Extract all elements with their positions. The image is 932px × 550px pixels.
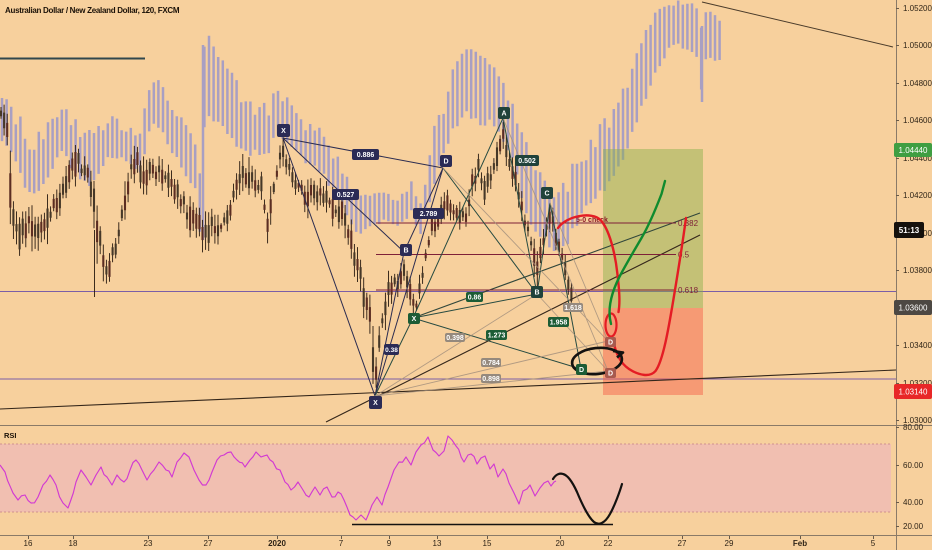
svg-text:1.03400: 1.03400 [903,341,932,350]
svg-text:1.04440: 1.04440 [899,146,928,155]
svg-text:51:13: 51:13 [899,226,920,235]
svg-text:0.38: 0.38 [385,347,398,354]
svg-text:0.398: 0.398 [446,335,464,342]
svg-text:0.784: 0.784 [482,360,500,367]
svg-text:1.03140: 1.03140 [899,387,928,396]
svg-text:1.04800: 1.04800 [903,79,932,88]
svg-text:A: A [501,111,506,118]
svg-text:D: D [443,159,448,166]
svg-text:C: C [544,191,549,198]
svg-text:2020: 2020 [268,539,286,548]
svg-text:60.00: 60.00 [903,461,924,470]
svg-text:2.789: 2.789 [420,211,438,218]
svg-text:0.5: 0.5 [678,251,690,260]
svg-text:0.898: 0.898 [482,376,500,383]
svg-text:7: 7 [339,539,344,548]
svg-text:Feb: Feb [793,539,807,548]
svg-text:1.04400: 1.04400 [903,154,932,163]
svg-text:27: 27 [678,539,687,548]
svg-text:20: 20 [556,539,565,548]
svg-text:1.03800: 1.03800 [903,266,932,275]
svg-text:5-0 check: 5-0 check [576,217,608,224]
svg-text:1.04200: 1.04200 [903,191,932,200]
svg-text:1.03200: 1.03200 [903,379,932,388]
svg-text:Australian Dollar / New Zealan: Australian Dollar / New Zealand Dollar, … [5,6,180,15]
svg-text:D: D [608,371,613,378]
svg-text:1.04600: 1.04600 [903,116,932,125]
svg-text:X: X [373,400,378,407]
svg-text:40.00: 40.00 [903,498,924,507]
svg-text:1.05000: 1.05000 [903,41,932,50]
svg-text:D: D [608,340,613,347]
svg-text:9: 9 [387,539,392,548]
svg-text:20.00: 20.00 [903,522,924,531]
svg-text:0.382: 0.382 [678,219,699,228]
svg-text:0.886: 0.886 [357,152,375,159]
svg-text:80.00: 80.00 [903,423,924,432]
svg-text:1.03600: 1.03600 [899,303,928,312]
svg-text:15: 15 [483,539,492,548]
svg-text:X: X [412,316,417,323]
svg-text:1.273: 1.273 [488,333,506,340]
svg-text:X: X [281,128,286,135]
svg-text:18: 18 [69,539,78,548]
svg-text:B: B [534,290,539,297]
svg-text:29: 29 [725,539,734,548]
svg-text:22: 22 [604,539,613,548]
svg-text:D: D [579,367,584,374]
svg-text:27: 27 [204,539,213,548]
svg-text:13: 13 [433,539,442,548]
svg-text:RSI: RSI [4,431,17,440]
svg-text:B: B [403,248,408,255]
svg-text:1.03000: 1.03000 [903,416,932,425]
svg-text:1.05200: 1.05200 [903,4,932,13]
svg-text:0.502: 0.502 [518,158,536,165]
svg-text:0.618: 0.618 [678,286,699,295]
svg-text:23: 23 [144,539,153,548]
svg-text:0.86: 0.86 [468,295,482,302]
svg-text:1.958: 1.958 [550,320,568,327]
svg-text:1.618: 1.618 [564,305,582,312]
svg-text:16: 16 [24,539,33,548]
svg-text:5: 5 [871,539,876,548]
svg-text:0.527: 0.527 [337,192,355,199]
